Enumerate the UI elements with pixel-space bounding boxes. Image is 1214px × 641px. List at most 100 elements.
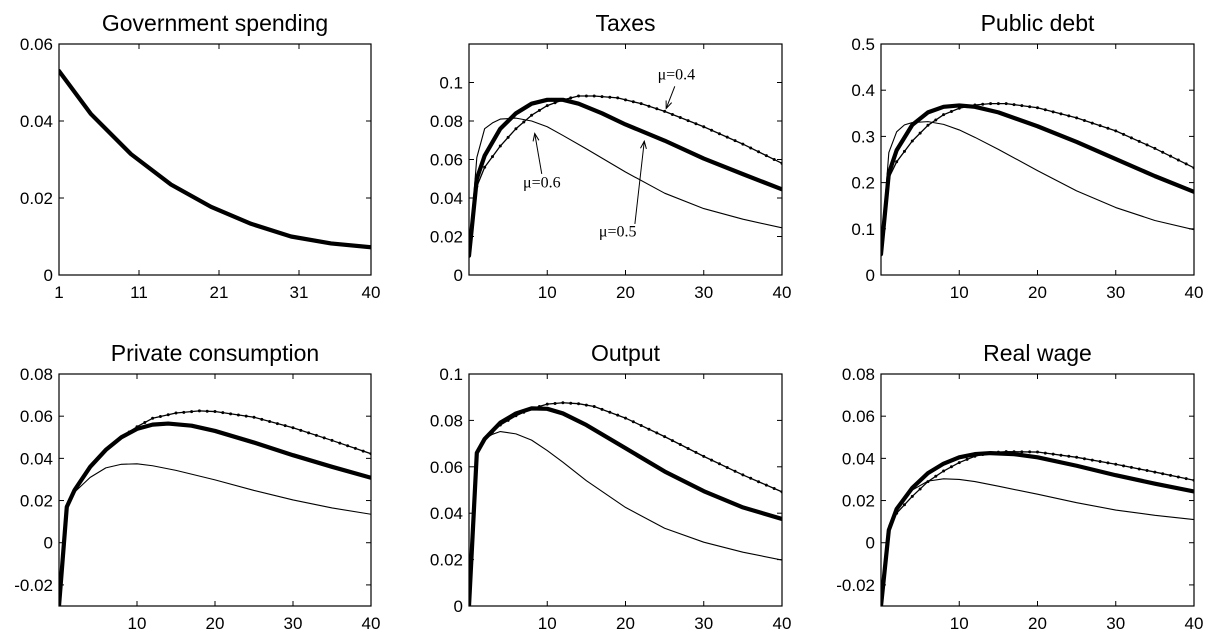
series-marker-mu-0-4	[545, 402, 549, 406]
series-marker-mu-0-4	[965, 105, 969, 109]
series-marker-mu-0-4	[981, 452, 985, 456]
series-marker-mu-0-4	[283, 424, 287, 428]
series-marker-mu-0-4	[1051, 452, 1055, 456]
plot-frame	[880, 43, 1195, 276]
series-marker-mu-0-4	[616, 96, 620, 100]
series-marker-mu-0-4	[887, 176, 891, 180]
series-marker-mu-0-4	[678, 443, 682, 447]
series-marker-mu-0-4	[965, 457, 969, 461]
series-marker-mu-0-4	[158, 415, 162, 419]
series-marker-mu-0-4	[112, 442, 116, 446]
series-marker-mu-0-4	[1075, 116, 1079, 120]
y-tick-label: 0.02	[430, 228, 463, 247]
x-tick-label: 10	[538, 283, 557, 302]
x-tick-label: 30	[694, 283, 713, 302]
series-line-mu-0-4	[59, 410, 371, 606]
series-marker-mu-0-4	[1004, 450, 1008, 454]
x-tick-label: 11	[130, 283, 148, 302]
series-marker-mu-0-4	[213, 410, 217, 414]
series-marker-mu-0-4	[1090, 458, 1094, 462]
series-marker-mu-0-4	[686, 119, 690, 123]
series-marker-mu-0-4	[733, 469, 737, 473]
series-marker-mu-0-4	[182, 410, 186, 414]
y-tick-label: 0.02	[842, 492, 875, 511]
series-line-mu-0-6	[881, 121, 1194, 255]
series-marker-mu-0-4	[725, 465, 729, 469]
series-marker-mu-0-4	[996, 102, 1000, 106]
series-marker-mu-0-4	[236, 413, 240, 417]
series-marker-mu-0-4	[663, 435, 667, 439]
series-marker-mu-0-4	[1075, 455, 1079, 459]
series-marker-mu-0-4	[764, 483, 768, 487]
series-marker-mu-0-4	[1122, 464, 1126, 468]
panel-output: Output 0 0.02 0.04 0.06 0.08 0.1 10 20 30 40	[430, 340, 792, 633]
series-marker-mu-0-4	[678, 116, 682, 120]
series-marker-mu-0-4	[895, 160, 899, 164]
x-tick-label: 40	[773, 614, 792, 633]
series-marker-mu-0-4	[655, 431, 659, 435]
series-marker-mu-0-4	[244, 414, 248, 418]
series-marker-mu-0-4	[322, 436, 326, 440]
series-marker-mu-0-4	[639, 102, 643, 106]
series-marker-mu-0-4	[104, 448, 108, 452]
series-marker-mu-0-4	[1067, 114, 1071, 118]
series-line-mu-0-5	[881, 103, 1194, 257]
x-tick-label: 31	[290, 283, 309, 302]
panel-title: Public debt	[981, 10, 1095, 36]
series-marker-mu-0-4	[514, 414, 518, 418]
series-marker-mu-0-4	[733, 139, 737, 143]
series-marker-mu-0-4	[584, 403, 588, 407]
series-marker-mu-0-4	[957, 461, 961, 465]
series-marker-mu-0-4	[1020, 104, 1024, 108]
series-marker-mu-0-4	[1090, 121, 1094, 125]
x-tick-label: 40	[362, 614, 381, 633]
series-marker-mu-0-4	[1137, 467, 1141, 471]
series-marker-mu-0-4	[600, 95, 604, 99]
series-marker-mu-0-4	[655, 107, 659, 111]
series-marker-mu-0-4	[1129, 136, 1133, 140]
series-marker-mu-0-4	[910, 494, 914, 498]
series-marker-mu-0-4	[498, 144, 502, 148]
series-marker-mu-0-4	[1176, 475, 1180, 479]
series-marker-mu-0-4	[353, 446, 357, 450]
series-marker-mu-0-4	[119, 435, 123, 439]
plot-frame	[468, 373, 783, 607]
y-tick-label: -0.02	[836, 576, 875, 595]
x-tick-label: 30	[284, 614, 303, 633]
x-tick-label: 20	[1028, 283, 1047, 302]
series-marker-mu-0-4	[1012, 103, 1016, 107]
series-marker-mu-0-4	[895, 511, 899, 515]
annotation-arrow	[634, 141, 645, 225]
series-marker-mu-0-4	[918, 487, 922, 491]
series-marker-mu-0-4	[1145, 469, 1149, 473]
series-marker-mu-0-4	[592, 404, 596, 408]
series-marker-mu-0-4	[989, 102, 993, 106]
series-line-mu-0-6	[881, 478, 1194, 606]
series-marker-mu-0-4	[749, 146, 753, 150]
series-marker-mu-0-4	[910, 139, 914, 143]
y-tick-label: 0.06	[20, 35, 53, 54]
panel-public-debt: Public debt 0 0.1 0.2 0.3 0.4 0.5 10 20 30 40	[851, 10, 1203, 302]
series-marker-mu-0-4	[764, 154, 768, 158]
y-tick-label: 0.06	[430, 151, 463, 170]
y-tick-label: 0.1	[851, 220, 875, 239]
series-marker-mu-0-4	[96, 456, 100, 460]
panel-title: Government spending	[102, 10, 328, 36]
series-marker-mu-0-4	[717, 462, 721, 466]
y-tick-label: 0	[454, 266, 463, 285]
x-tick-label: 30	[694, 614, 713, 633]
series-marker-mu-0-4	[166, 413, 170, 417]
series-marker-mu-0-4	[1137, 139, 1141, 143]
series-marker-mu-0-4	[314, 433, 318, 437]
series-marker-mu-0-4	[522, 410, 526, 414]
series-marker-mu-0-4	[600, 407, 604, 411]
series-marker-mu-0-4	[934, 118, 938, 122]
series-marker-mu-0-4	[299, 428, 303, 432]
series-marker-mu-0-4	[942, 113, 946, 117]
series-marker-mu-0-4	[190, 410, 194, 414]
series-marker-mu-0-4	[772, 158, 776, 161]
series-marker-mu-0-4	[942, 469, 946, 473]
series-marker-mu-0-4	[561, 98, 565, 102]
